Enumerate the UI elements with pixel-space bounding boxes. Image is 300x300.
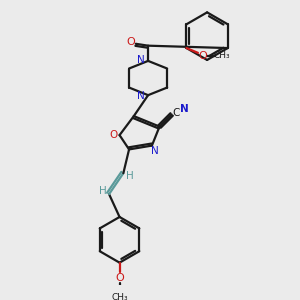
- Text: H: H: [126, 171, 134, 181]
- Text: N: N: [136, 55, 144, 65]
- Text: N: N: [180, 104, 188, 114]
- Text: N: N: [136, 91, 144, 101]
- Text: H: H: [98, 186, 106, 196]
- Text: O: O: [198, 51, 207, 61]
- Text: O: O: [110, 130, 118, 140]
- Text: O: O: [127, 37, 135, 47]
- Text: O: O: [115, 273, 124, 283]
- Text: CH₃: CH₃: [213, 51, 230, 60]
- Text: C: C: [173, 108, 180, 118]
- Text: CH₃: CH₃: [111, 293, 128, 300]
- Text: N: N: [151, 146, 159, 156]
